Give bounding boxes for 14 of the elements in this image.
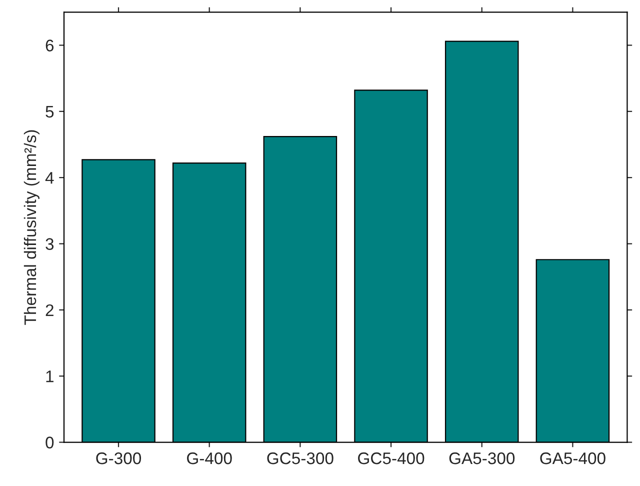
x-tick-label: GA5-400 <box>540 452 606 464</box>
x-tick-label: GC5-300 <box>267 452 334 464</box>
y-tick-label: 6 <box>46 40 54 52</box>
x-tick-label: GC5-400 <box>358 452 424 464</box>
y-tick-label: 0 <box>46 436 54 448</box>
y-tick-label: 5 <box>46 106 54 118</box>
x-tick-label: G-300 <box>96 452 142 464</box>
y-tick-label: 4 <box>45 172 54 184</box>
y-tick-label: 2 <box>46 304 54 316</box>
y-axis-title: Thermal diffusivity (mm²/s) <box>24 130 40 325</box>
x-tick-label: G-400 <box>187 452 232 464</box>
y-tick-label: 1 <box>46 370 54 382</box>
x-tick-label: GA5-300 <box>449 452 515 464</box>
y-tick-label: 3 <box>46 238 54 250</box>
